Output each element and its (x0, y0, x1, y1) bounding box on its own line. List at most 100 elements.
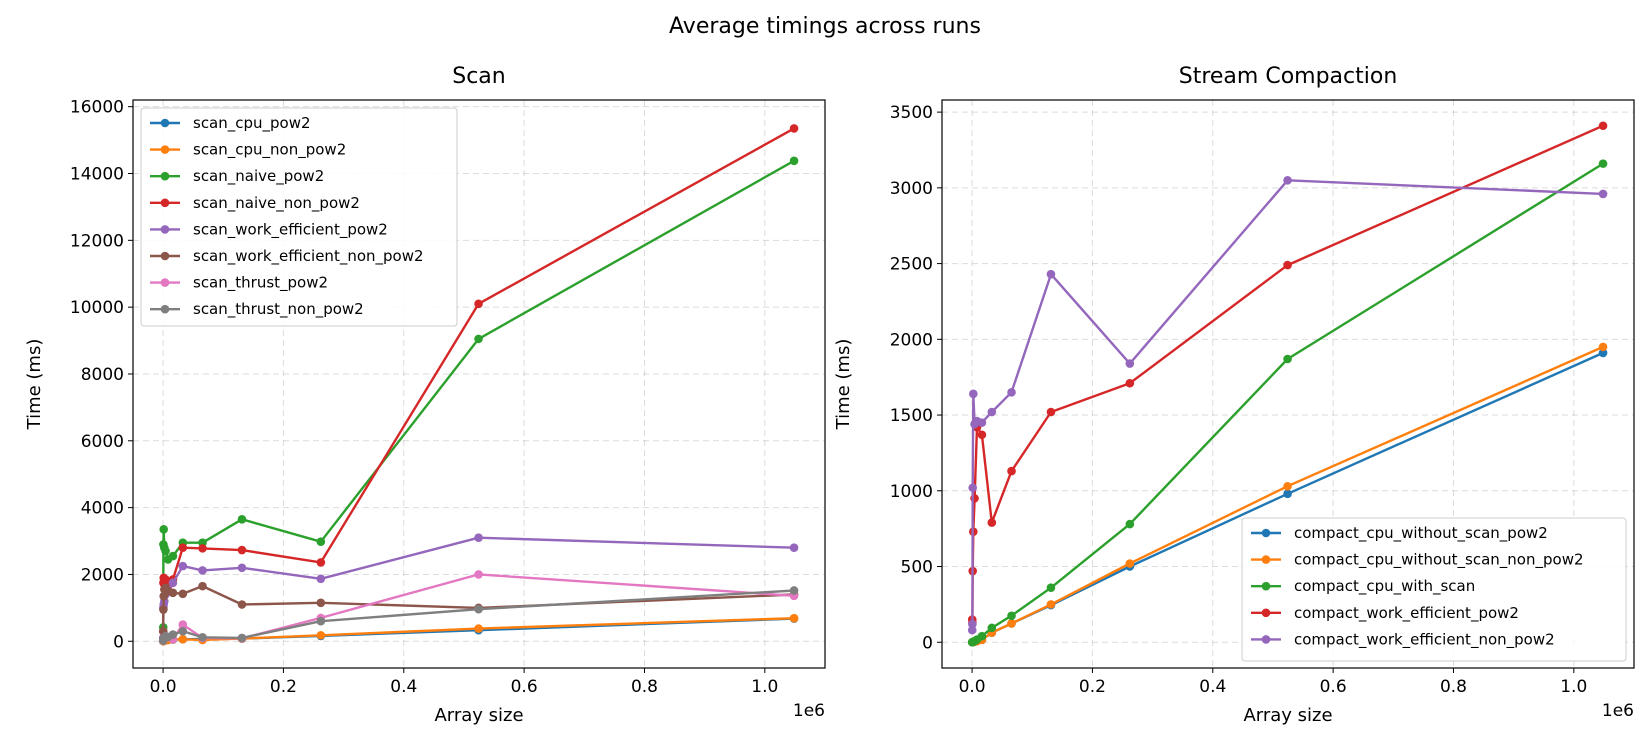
legend-marker (160, 251, 170, 261)
data-point (1125, 559, 1135, 568)
series-compact-cpu-with-scan (967, 159, 1608, 647)
data-point (316, 598, 326, 608)
data-point (977, 430, 987, 440)
legend-marker (1261, 581, 1271, 591)
data-point (968, 483, 978, 493)
legend-label: compact_cpu_without_scan_pow2 (1294, 524, 1548, 543)
legend-marker (160, 171, 170, 181)
data-point (178, 626, 188, 636)
x-tick-label: 0.4 (1199, 677, 1226, 697)
data-point (237, 633, 247, 643)
legend-marker (1261, 635, 1271, 644)
data-point (1598, 189, 1608, 199)
x-tick-label: 0.6 (1320, 677, 1347, 697)
y-tick-label: 0 (113, 632, 124, 652)
chart-title: Scan (452, 64, 506, 89)
data-point (1125, 519, 1135, 529)
data-point (789, 586, 799, 595)
y-tick-label: 3000 (890, 179, 933, 199)
x-tick-label: 0.0 (959, 677, 986, 697)
data-point (237, 545, 247, 555)
legend-marker (1261, 528, 1271, 538)
data-point (198, 632, 207, 642)
legend-item: scan_work_efficient_non_pow2 (150, 247, 424, 266)
data-point (1007, 388, 1016, 397)
legend-label: compact_work_efficient_pow2 (1294, 604, 1519, 623)
data-point (159, 605, 168, 614)
legend-item: scan_cpu_non_pow2 (150, 141, 346, 160)
x-tick-label: 0.8 (1440, 677, 1467, 697)
data-point (168, 630, 178, 639)
data-point (168, 588, 178, 598)
legend: compact_cpu_without_scan_pow2 compact_cpu… (1241, 517, 1627, 662)
data-point (237, 563, 247, 573)
y-tick-label: 3500 (890, 103, 933, 123)
series-scan-cpu-non-pow2 (158, 613, 799, 646)
data-point (474, 334, 483, 344)
y-tick-label: 12000 (70, 231, 124, 251)
data-point (474, 533, 483, 542)
data-point (1125, 378, 1135, 388)
legend-item: scan_thrust_non_pow2 (150, 300, 364, 319)
data-point (969, 389, 978, 399)
legend-marker (1261, 608, 1271, 618)
x-offset-label: 1e6 (793, 701, 825, 721)
data-point (237, 600, 247, 609)
data-point (1598, 348, 1608, 358)
y-axis-label: Time (ms) (833, 339, 854, 431)
data-point (1598, 342, 1608, 352)
legend-marker (160, 118, 170, 128)
legend-item: scan_work_efficient_pow2 (150, 220, 388, 239)
data-point (161, 575, 170, 584)
data-point (1046, 583, 1056, 593)
legend-label: scan_cpu_pow2 (193, 114, 311, 133)
y-tick-label: 1000 (890, 482, 933, 502)
x-tick-label: 0.6 (511, 677, 538, 697)
x-tick-label: 1.0 (1560, 677, 1587, 697)
data-point (316, 630, 326, 640)
x-offset-label: 1e6 (1602, 701, 1634, 721)
y-tick-label: 0 (922, 633, 933, 653)
data-point (474, 604, 483, 614)
data-point (178, 620, 188, 629)
scan-chart: 0.0 0.2 0.4 0.6 0.8 1.0 0 2000 4000 6000 8000 10000… (24, 64, 826, 726)
y-tick-label: 2000 (81, 565, 124, 585)
legend-marker (160, 145, 170, 154)
data-point (1046, 600, 1056, 609)
legend-marker (1261, 555, 1271, 564)
legend-item: compact_work_efficient_non_pow2 (1251, 630, 1555, 649)
data-point (1125, 359, 1135, 368)
data-point (474, 624, 483, 633)
y-tick-label: 14000 (70, 165, 124, 185)
data-point (1283, 175, 1292, 185)
data-point (1007, 611, 1016, 621)
x-tick-label: 0.2 (1079, 677, 1106, 697)
legend-item: scan_naive_non_pow2 (150, 194, 360, 213)
x-axis-label: Array size (1243, 705, 1332, 726)
legend-label: scan_work_efficient_pow2 (193, 220, 388, 239)
x-tick-label: 1.0 (751, 677, 778, 697)
data-point (1046, 407, 1056, 417)
data-point (968, 619, 977, 629)
data-point (198, 566, 207, 575)
data-point (178, 561, 188, 571)
plot-frame (941, 99, 1635, 669)
data-point (316, 537, 326, 547)
legend-box (140, 107, 458, 327)
data-point (178, 589, 188, 599)
y-tick-label: 2000 (890, 330, 933, 350)
data-point (237, 515, 247, 524)
data-point (789, 543, 799, 553)
legend-label: scan_thrust_pow2 (193, 274, 328, 293)
stream-compaction-chart: 0.0 0.2 0.4 0.6 0.8 1.0 0 500 1000 1500 2000 2500 30… (833, 64, 1635, 726)
y-tick-label: 4000 (81, 499, 124, 519)
legend-box (1241, 517, 1627, 662)
legend-marker (160, 225, 170, 234)
y-tick-label: 6000 (81, 432, 124, 452)
series-scan-thrust-non-pow2 (158, 586, 799, 645)
x-tick-label: 0.2 (270, 677, 297, 697)
legend-marker (160, 198, 170, 208)
data-point (474, 570, 483, 579)
x-tick-label: 0.8 (631, 677, 658, 697)
